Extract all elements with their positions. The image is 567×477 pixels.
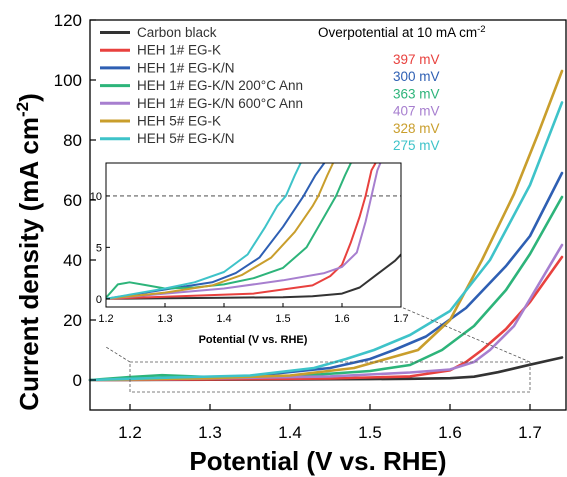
overpotential-value-3: 363 mV: [393, 86, 440, 101]
overpotential-values: 397 mV 300 mV 363 mV 407 mV 328 mV 275 mV: [393, 52, 440, 153]
inset-frame: [105, 162, 402, 308]
zoom-region-box: [129, 361, 531, 393]
inset-series-line-4: [106, 163, 352, 299]
series-line-4: [88, 195, 564, 382]
series-line-6: [88, 69, 564, 382]
y-axis-title: Current density (mA cm-2): [13, 93, 44, 411]
overpotential-title-superscript: -2: [477, 24, 485, 35]
y-tick-label: 60: [63, 191, 82, 210]
series-line-7: [88, 101, 564, 382]
x-tick-label: 1.3: [198, 423, 222, 442]
inset-y-tick-label: 5: [96, 242, 102, 254]
inset-x-tick-label: 1.2: [98, 313, 113, 325]
inset-x-tick-label: 1.4: [216, 313, 231, 325]
inset-series-line-6: [106, 163, 335, 300]
overpotential-value-5: 328 mV: [393, 121, 440, 136]
inset-series-line-5: [106, 163, 382, 300]
overpotential-title: Overpotential at 10 mA cm-2: [318, 24, 486, 40]
inset-x-tick-label: 1.5: [275, 313, 290, 325]
x-tick-label: 1.7: [518, 423, 542, 442]
y-tick-label: 100: [54, 71, 82, 90]
y-tick-label: 40: [63, 251, 82, 270]
x-tick-label: 1.5: [358, 423, 382, 442]
inset-plot: 1.2 1.3 1.4 1.5 1.6 1.7 0 5 10 Potential (V vs. …: [90, 162, 409, 346]
x-tick-label: 1.2: [118, 423, 142, 442]
overpotential-value-1: 397 mV: [393, 52, 440, 67]
inset-axis-ticks: 1.2 1.3 1.4 1.5 1.6 1.7 0 5 10: [90, 191, 409, 325]
legend-label-1: Carbon black: [137, 25, 217, 40]
legend-label-4: HEH 1# EG-K/N 200°C Ann: [137, 78, 303, 93]
inset-x-tick-label: 1.6: [334, 313, 349, 325]
legend-label-6: HEH 5# EG-K: [137, 114, 221, 129]
legend-label-3: HEH 1# EG-K/N: [137, 60, 235, 75]
legend-label-5: HEH 1# EG-K/N 600°C Ann: [137, 96, 303, 111]
zoom-connector-left: [105, 346, 131, 363]
y-axis-title-tail: ): [14, 93, 44, 102]
inset-series-line-7: [106, 163, 302, 300]
inset-y-tick-label: 0: [96, 294, 102, 306]
inset-x-tick-label: 1.3: [157, 313, 172, 325]
x-tick-label: 1.6: [438, 423, 462, 442]
legend: Carbon black HEH 1# EG-K HEH 1# EG-K/N HEH …: [100, 25, 303, 146]
overpotential-value-4: 407 mV: [393, 104, 440, 119]
inset-background: [106, 163, 401, 307]
inset-x-axis-title: Potential (V vs. RHE): [199, 334, 308, 346]
main-series-group: [88, 69, 564, 382]
y-tick-label: 80: [63, 131, 82, 150]
y-axis-title-main: Current density (mA cm: [14, 117, 44, 411]
inset-series-line-1: [106, 253, 401, 300]
main-plot-frame: [89, 19, 567, 411]
x-tick-label: 1.4: [278, 423, 302, 442]
y-tick-label: 20: [63, 311, 82, 330]
legend-label-7: HEH 5# EG-K/N: [137, 131, 235, 146]
zoom-connector-right: [400, 306, 531, 363]
overpotential-value-2: 300 mV: [393, 69, 440, 84]
inset-series-line-2: [106, 163, 377, 300]
y-tick-label: 120: [54, 11, 82, 30]
inset-series-group: [106, 163, 401, 300]
inset-x-tick-label: 1.7: [393, 313, 408, 325]
inset-y-tick-label: 10: [90, 191, 102, 203]
x-axis-title: Potential (V vs. RHE): [189, 446, 446, 476]
legend-label-2: HEH 1# EG-K: [137, 43, 221, 58]
y-tick-label: 0: [73, 371, 82, 390]
y-axis-title-superscript: -2: [13, 102, 32, 117]
overpotential-value-6: 275 mV: [393, 138, 440, 153]
overpotential-title-main: Overpotential at 10 mA cm: [318, 25, 477, 40]
